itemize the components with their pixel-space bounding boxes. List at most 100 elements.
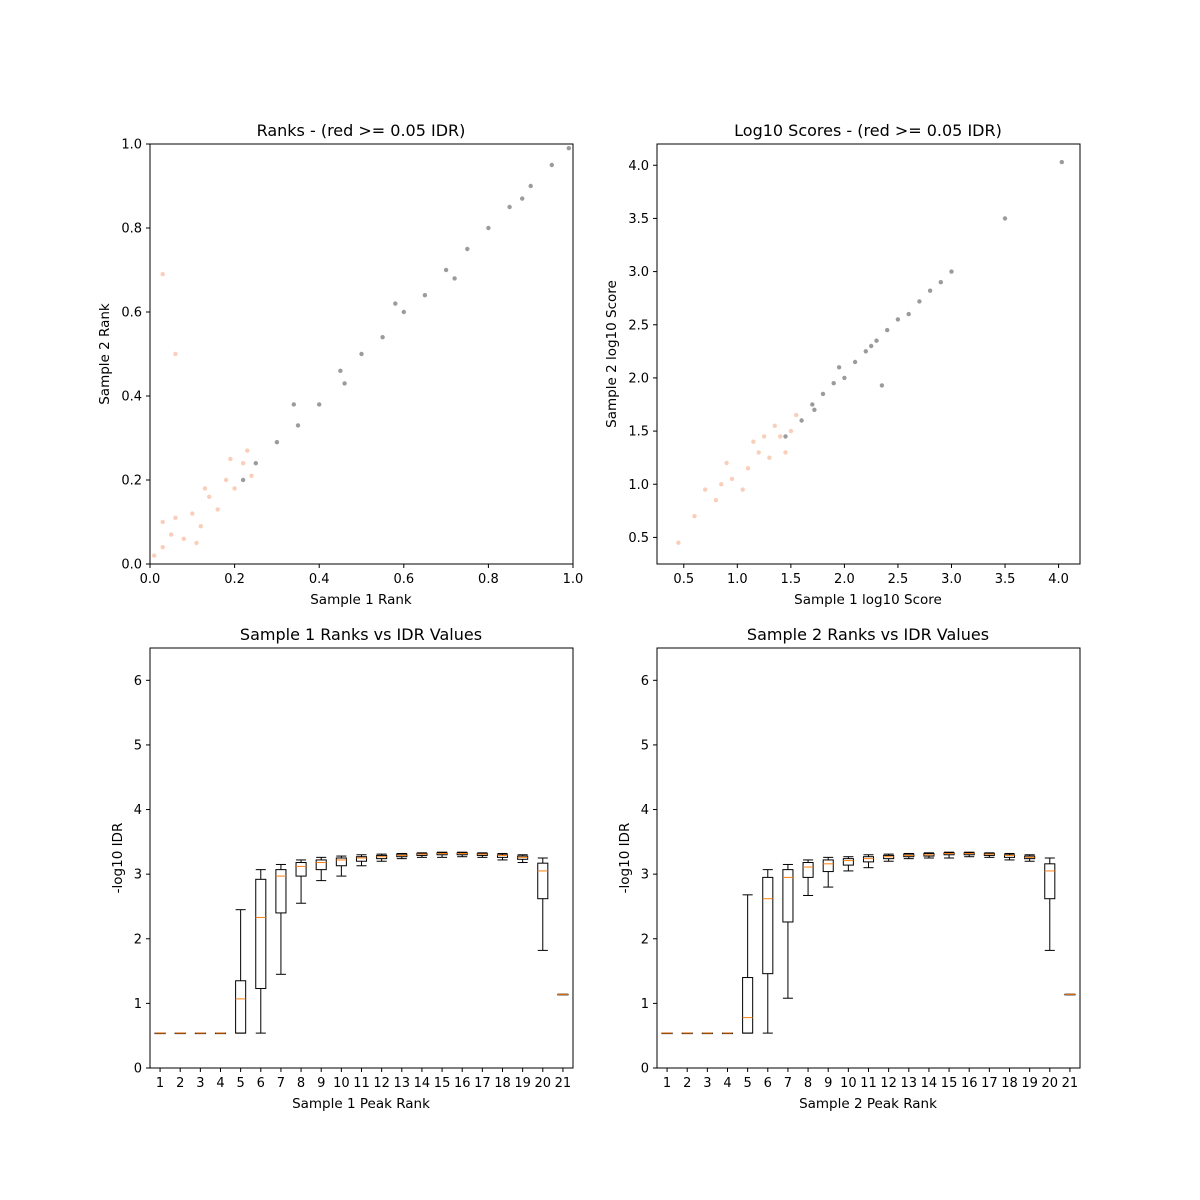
x-tick-label: 14 [414,1076,431,1091]
data-point [566,146,571,151]
y-axis-label: -log10 IDR [617,823,633,894]
y-tick-label: 6 [134,674,142,689]
data-point [692,514,697,519]
x-tick-label: 10 [333,1076,350,1091]
iqr-box [1003,854,1016,858]
y-tick-label: 3.5 [628,212,649,227]
box-1 [154,1032,166,1035]
x-tick-label: 9 [824,1076,832,1091]
y-tick-label: 4.0 [628,159,649,174]
data-point [885,327,890,333]
data-point [751,439,756,444]
box-4 [721,1032,734,1035]
data-point [465,246,470,252]
box-6 [255,869,267,1034]
x-tick-label: 11 [353,1076,370,1091]
data-point [152,553,157,558]
box-14 [416,852,428,858]
iqr-box [295,862,307,877]
data-point [756,450,761,455]
box-20 [1044,857,1056,951]
data-point [676,540,681,545]
x-tick-label: 3 [196,1076,204,1091]
x-tick-label: 0.8 [478,572,499,587]
x-axis-label: Sample 1 log10 Score [794,592,942,608]
box-18 [1003,852,1016,861]
data-point [917,299,922,304]
y-tick-label: 0 [641,1062,649,1077]
data-point [338,368,343,373]
x-tick-label: 7 [784,1076,792,1091]
chart-title: Sample 1 Ranks vs IDR Values [240,625,482,644]
data-point [486,225,491,231]
x-tick-label: 8 [297,1076,305,1091]
x-tick-label: 1 [156,1076,164,1091]
iqr-box [315,859,327,871]
log10-scores-scatter-panel: Log10 Scores - (red >= 0.05 IDR) Sample … [604,121,1081,608]
x-tick-label: 2.5 [888,572,909,587]
y-tick-label: 0.5 [628,531,649,546]
box-15 [943,851,955,859]
data-point [869,343,874,349]
data-point [820,391,826,397]
data-point [783,434,788,439]
data-point [443,267,449,273]
x-tick-label: 4.0 [1048,572,1069,587]
y-tick-label: 6 [641,674,649,689]
data-point [253,461,258,466]
y-tick-label: 1.0 [628,478,649,493]
data-point [452,276,457,281]
x-tick-label: 0.4 [309,572,330,587]
box-16 [963,851,975,858]
x-tick-label: 15 [941,1076,958,1091]
x-tick-label: 18 [494,1076,511,1091]
box-12 [883,853,895,862]
x-tick-label: 14 [921,1076,938,1091]
x-tick-label: 6 [764,1076,772,1091]
x-tick-label: 16 [454,1076,471,1091]
y-axis-label: Sample 2 Rank [97,303,113,405]
box-3 [701,1032,713,1035]
box-17 [983,852,995,858]
data-point [879,383,885,388]
y-tick-label: 4 [134,803,142,818]
y-tick-label: 1 [641,997,649,1012]
box-9 [822,856,834,888]
data-point [169,532,174,537]
x-tick-label: 17 [981,1076,998,1091]
data-point [249,473,254,478]
data-point [938,280,943,285]
data-point [772,423,777,428]
box-21 [557,993,569,996]
chart-title: Log10 Scores - (red >= 0.05 IDR) [734,121,1002,140]
data-point [874,338,879,343]
data-point [703,487,708,492]
iqr-box [802,862,814,878]
x-tick-label: 0.6 [393,572,414,587]
data-point [198,524,203,529]
data-point [359,351,364,357]
iqr-box [842,858,854,866]
data-point [342,381,347,386]
data-point [295,423,301,428]
box-2 [174,1032,186,1035]
data-point [831,381,836,386]
y-tick-label: 4 [641,803,649,818]
data-point [842,375,847,381]
data-point [520,196,525,201]
x-tick-label: 21 [1062,1076,1079,1091]
box-12 [376,853,388,862]
data-point [160,545,165,550]
y-tick-label: 0.4 [121,390,142,405]
data-point [528,183,533,189]
box-3 [194,1032,206,1035]
x-tick-label: 13 [394,1076,411,1091]
data-point [906,311,911,317]
x-tick-label: 1 [663,1076,671,1091]
iqr-box [782,869,794,923]
data-point [927,288,933,293]
y-tick-label: 1.0 [121,138,142,153]
data-point [223,477,229,483]
chart-title: Ranks - (red >= 0.05 IDR) [257,121,466,140]
box-11 [862,854,875,869]
